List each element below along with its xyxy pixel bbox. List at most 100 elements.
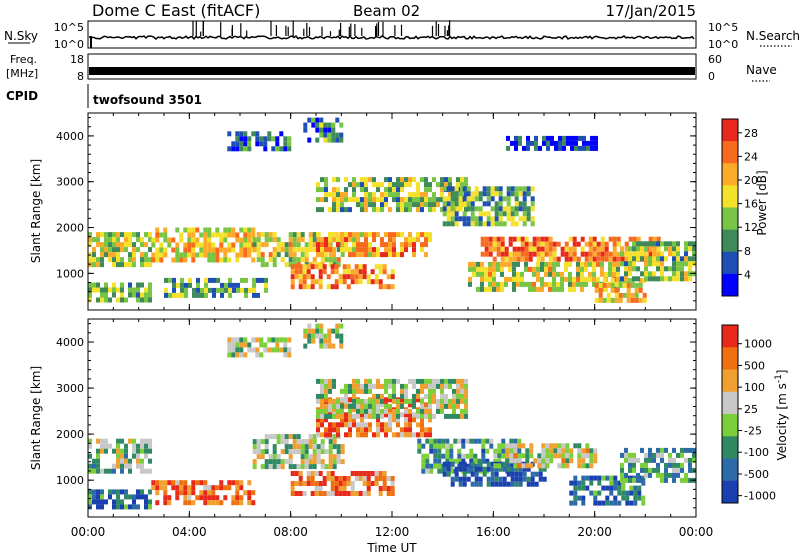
- heatmap-cell: [339, 132, 344, 138]
- heatmap-cell: [514, 211, 519, 217]
- heatmap-cell: [384, 422, 388, 428]
- heatmap-cell: [344, 422, 348, 428]
- heatmap-cell: [187, 490, 192, 496]
- y-tick-label: 2000: [56, 222, 84, 235]
- heatmap-cell: [374, 274, 379, 280]
- heatmap-cell: [526, 466, 531, 472]
- heatmap-cell: [350, 274, 355, 280]
- heatmap-cell: [163, 232, 168, 238]
- heatmap-cell: [424, 232, 428, 238]
- heatmap-cell: [382, 284, 387, 290]
- heatmap-cell: [348, 182, 352, 188]
- heatmap-cell: [610, 297, 615, 303]
- heatmap-cell: [652, 467, 656, 473]
- heatmap-cell: [332, 197, 336, 203]
- heatmap-cell: [304, 449, 309, 455]
- heatmap-cell: [448, 177, 452, 183]
- heatmap-cell: [420, 432, 424, 438]
- heatmap-cell: [528, 251, 533, 257]
- heatmap-cell: [392, 383, 396, 389]
- heatmap-cell: [474, 471, 479, 477]
- heatmap-cell: [593, 495, 598, 501]
- heatmap-cell: [456, 182, 460, 188]
- heatmap-cell: [264, 459, 269, 465]
- heatmap-cell: [474, 191, 479, 197]
- heatmap-cell: [108, 489, 112, 495]
- heatmap-cell: [323, 127, 328, 133]
- heatmap-cell: [518, 471, 523, 477]
- heatmap-cell: [416, 192, 420, 198]
- heatmap-cell: [656, 251, 661, 257]
- heatmap-cell: [520, 281, 524, 287]
- heatmap-cell: [629, 500, 634, 506]
- heatmap-cell: [336, 207, 340, 213]
- heatmap-cell: [648, 467, 652, 473]
- heatmap-cell: [624, 256, 629, 262]
- heatmap-cell: [372, 398, 376, 404]
- heatmap-cell: [444, 398, 448, 404]
- heatmap-cell: [396, 232, 400, 238]
- heatmap-cell: [140, 448, 144, 454]
- heatmap-cell: [565, 448, 570, 454]
- heatmap-cell: [490, 461, 495, 467]
- heatmap-cell: [388, 232, 392, 238]
- heatmap-cell: [184, 292, 188, 298]
- heatmap-cell: [231, 337, 236, 343]
- heatmap-cell: [328, 403, 332, 409]
- heatmap-cell: [148, 247, 152, 253]
- heatmap-cell: [331, 328, 336, 334]
- heatmap-cell: [508, 261, 512, 267]
- colorbar-frame: [721, 118, 739, 297]
- heatmap-cell: [356, 202, 360, 208]
- colorbar-segment: [722, 229, 738, 253]
- heatmap-cell: [319, 343, 324, 349]
- heatmap-cell: [368, 422, 372, 428]
- heatmap-cell: [320, 432, 324, 438]
- heatmap-cell: [312, 454, 317, 460]
- heatmap-cell: [440, 383, 444, 389]
- heatmap-cell: [384, 432, 388, 438]
- heatmap-cell: [456, 403, 460, 409]
- heatmap-cell: [235, 490, 240, 496]
- heatmap-cell: [540, 236, 545, 242]
- heatmap-cell: [514, 466, 519, 472]
- heatmap-cell: [264, 439, 269, 445]
- heatmap-cell: [292, 449, 297, 455]
- heatmap-cell: [640, 467, 644, 473]
- heatmap-cell: [88, 438, 92, 444]
- heatmap-cell: [478, 196, 483, 202]
- heatmap-cell: [327, 132, 332, 138]
- heatmap-cell: [220, 282, 224, 288]
- heatmap-cell: [526, 191, 531, 197]
- heatmap-cell: [384, 408, 388, 414]
- heatmap-cell: [376, 207, 380, 213]
- heatmap-cell: [104, 297, 108, 303]
- heatmap-cell: [425, 468, 430, 474]
- heatmap-cell: [328, 388, 332, 394]
- heatmap-cell: [360, 422, 364, 428]
- heatmap-cell: [360, 247, 364, 253]
- heatmap-cell: [388, 242, 392, 248]
- heatmap-cell: [516, 276, 520, 282]
- heatmap-cell: [263, 141, 268, 147]
- heatmap-cell: [350, 491, 355, 496]
- heatmap-cell: [664, 462, 668, 468]
- heatmap-cell: [328, 413, 332, 419]
- heatmap-cell: [374, 279, 379, 285]
- heatmap-cell: [584, 251, 589, 257]
- heatmap-cell: [311, 338, 316, 344]
- heatmap-cell: [328, 444, 333, 450]
- heatmap-cell: [292, 439, 297, 445]
- heatmap-cell: [445, 443, 450, 449]
- heatmap-cell: [319, 122, 324, 128]
- heatmap-cell: [322, 491, 327, 496]
- heatmap-cell: [235, 480, 240, 486]
- heatmap-cell: [319, 328, 324, 334]
- heatmap-cell: [461, 458, 466, 464]
- heatmap-cell: [364, 422, 368, 428]
- heatmap-cell: [356, 232, 360, 238]
- heatmap-cell: [144, 438, 148, 444]
- heatmap-cell: [163, 480, 168, 486]
- heatmap-cell: [324, 247, 328, 253]
- heatmap-cell: [429, 443, 434, 449]
